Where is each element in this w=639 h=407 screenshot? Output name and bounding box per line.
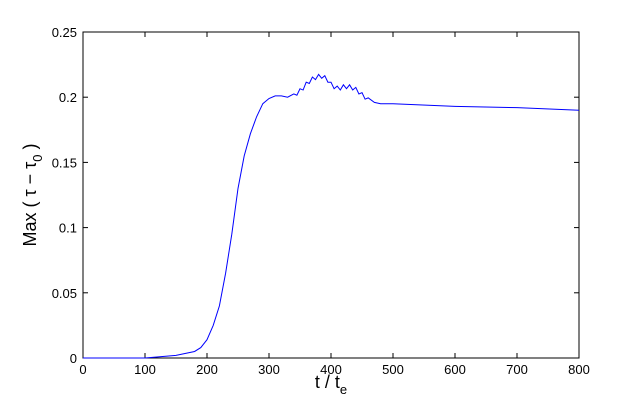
x-tick-label: 100 bbox=[134, 362, 156, 377]
y-tick-label: 0.05 bbox=[52, 286, 77, 301]
y-tick-label: 0.25 bbox=[52, 25, 77, 40]
x-tick-label: 200 bbox=[196, 362, 218, 377]
line bbox=[83, 73, 580, 359]
y-label-sub: 0 bbox=[30, 155, 45, 162]
x-axis-label: t / te bbox=[315, 372, 347, 397]
x-tick-label: 700 bbox=[506, 362, 528, 377]
y-label-main: Max ( τ − τ bbox=[20, 162, 40, 247]
x-label-sub: e bbox=[340, 382, 347, 397]
y-tick-label: 0 bbox=[70, 351, 77, 366]
y-label-end: ) bbox=[20, 144, 40, 155]
y-axis-label: Max ( τ − τ0 ) bbox=[20, 144, 45, 247]
y-tick-label: 0.2 bbox=[59, 90, 77, 105]
x-label-main: t / t bbox=[315, 372, 340, 392]
x-tick-label: 0 bbox=[79, 362, 86, 377]
x-tick-label: 800 bbox=[568, 362, 590, 377]
y-tick-label: 0.1 bbox=[59, 221, 77, 236]
x-tick-label: 400 bbox=[320, 362, 342, 377]
y-tick-label: 0.15 bbox=[52, 155, 77, 170]
x-tick-label: 500 bbox=[382, 362, 404, 377]
x-tick-label: 300 bbox=[258, 362, 280, 377]
x-tick-label: 600 bbox=[444, 362, 466, 377]
